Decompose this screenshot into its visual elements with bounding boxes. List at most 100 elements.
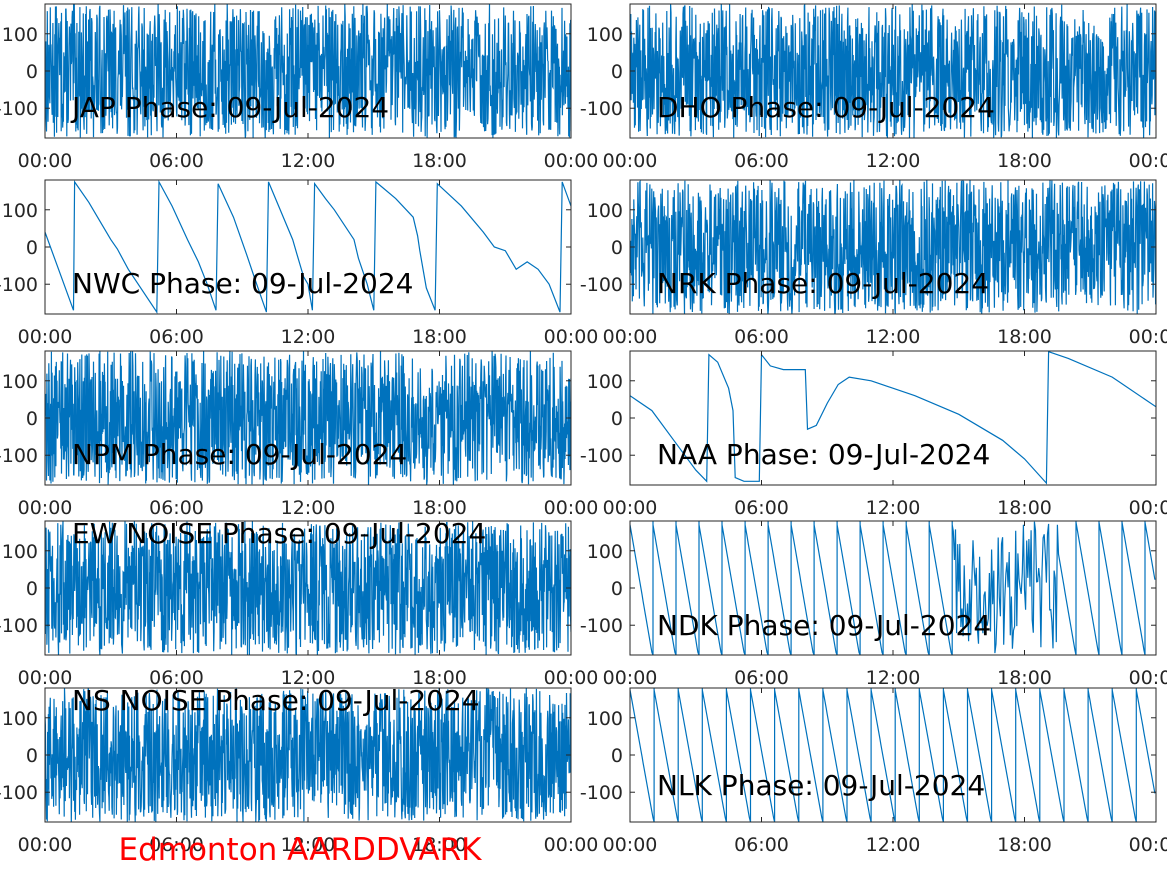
panel-title: EW NOISE Phase: 09-Jul-2024 — [72, 517, 486, 550]
phase-series-line — [630, 4, 1156, 138]
phase-series-line — [45, 4, 571, 138]
y-tick-label: 100 — [587, 371, 623, 393]
x-tick-label: 06:00 — [734, 834, 789, 856]
y-tick-label: -100 — [0, 274, 38, 296]
y-tick-label: 0 — [611, 578, 623, 600]
y-tick-label: 0 — [611, 408, 623, 430]
y-tick-label: -100 — [0, 98, 38, 120]
x-tick-label: 06:00 — [149, 834, 204, 856]
y-tick-label: -100 — [580, 445, 623, 467]
x-tick-label: 00:00 — [544, 150, 599, 172]
x-tick-label: 00:00 — [603, 667, 658, 689]
x-tick-label: 18:00 — [997, 497, 1052, 519]
phase-series-line — [630, 351, 1156, 485]
x-tick-label: 00:00 — [544, 834, 599, 856]
x-tick-label: 00:00 — [18, 150, 73, 172]
y-tick-label: 100 — [2, 708, 38, 730]
y-tick-label: -100 — [580, 274, 623, 296]
y-tick-label: -100 — [0, 615, 38, 637]
x-tick-label: 12:00 — [281, 667, 336, 689]
panel-7: 100 0 -100 00:00 06:00 12:00 18:00 00:00 EW NOIS… — [0, 517, 598, 689]
panel-2: 100 0 -100 00:00 06:00 12:00 18:00 00:00 DHO Pha… — [580, 3, 1167, 172]
footer-station-label: Edmonton AARDDVARK — [118, 832, 482, 868]
x-tick-label: 06:00 — [734, 667, 789, 689]
panel-title: NPM Phase: 09-Jul-2024 — [72, 438, 407, 471]
x-tick-label: 00:00 — [603, 497, 658, 519]
x-tick-label: 18:00 — [412, 834, 467, 856]
panel-5: 100 0 -100 00:00 06:00 12:00 18:00 00:00 NPM Pha… — [0, 350, 599, 519]
phase-series-line — [630, 688, 1156, 822]
phase-series-line — [630, 180, 1156, 314]
panel-1: 100 0 -100 00:00 06:00 12:00 18:00 00:00 JAP Pha… — [0, 3, 599, 172]
x-tick-label: 00:00 — [1129, 150, 1167, 172]
x-tick-label: 18:00 — [997, 326, 1052, 348]
x-tick-label: 00:00 — [18, 667, 73, 689]
x-tick-label: 00:00 — [603, 834, 658, 856]
x-tick-label: 12:00 — [866, 150, 921, 172]
panel-title: NRK Phase: 09-Jul-2024 — [657, 267, 989, 300]
phase-series-line — [45, 180, 571, 314]
panel-9: 100 0 -100 00:00 06:00 12:00 18:00 00:00 NS NOIS… — [0, 684, 598, 856]
x-tick-label: 06:00 — [149, 150, 204, 172]
panel-title: NS NOISE Phase: 09-Jul-2024 — [72, 684, 480, 717]
phase-series-line — [630, 521, 1156, 655]
x-tick-label: 06:00 — [149, 667, 204, 689]
x-tick-label: 12:00 — [281, 326, 336, 348]
panel-title: NLK Phase: 09-Jul-2024 — [657, 769, 985, 802]
y-tick-label: 100 — [587, 200, 623, 222]
panels-group: 100 0 -100 00:00 06:00 12:00 18:00 00:00 JAP Pha… — [0, 3, 1167, 856]
x-tick-label: 12:00 — [281, 497, 336, 519]
y-tick-label: 100 — [2, 24, 38, 46]
x-tick-label: 00:00 — [1129, 667, 1167, 689]
y-tick-label: -100 — [580, 782, 623, 804]
panel-4: 100 0 -100 00:00 06:00 12:00 18:00 00:00 NRK Pha… — [580, 179, 1167, 348]
panel-6: 100 0 -100 00:00 06:00 12:00 18:00 00:00 NAA Pha… — [580, 350, 1167, 519]
x-tick-label: 00:00 — [18, 497, 73, 519]
y-tick-label: -100 — [580, 98, 623, 120]
y-tick-label: -100 — [580, 615, 623, 637]
x-tick-label: 06:00 — [734, 497, 789, 519]
panel-title: NDK Phase: 09-Jul-2024 — [657, 609, 991, 642]
x-tick-label: 18:00 — [997, 667, 1052, 689]
x-tick-label: 18:00 — [997, 834, 1052, 856]
y-tick-label: 100 — [2, 371, 38, 393]
y-tick-label: 0 — [26, 408, 38, 430]
x-tick-label: 12:00 — [866, 497, 921, 519]
panel-8: 100 0 -100 00:00 06:00 12:00 18:00 00:00 NDK Pha… — [580, 520, 1167, 689]
x-tick-label: 12:00 — [866, 834, 921, 856]
y-tick-label: -100 — [0, 782, 38, 804]
y-tick-label: -100 — [0, 445, 38, 467]
phase-series-line — [45, 351, 571, 485]
x-tick-label: 00:00 — [603, 150, 658, 172]
x-tick-label: 18:00 — [412, 497, 467, 519]
x-tick-label: 06:00 — [734, 326, 789, 348]
x-tick-label: 00:00 — [544, 667, 599, 689]
x-tick-label: 00:00 — [18, 326, 73, 348]
x-tick-label: 06:00 — [149, 497, 204, 519]
y-tick-label: 100 — [587, 708, 623, 730]
x-tick-label: 18:00 — [412, 667, 467, 689]
y-tick-label: 100 — [587, 541, 623, 563]
y-tick-label: 0 — [26, 578, 38, 600]
y-tick-label: 0 — [26, 237, 38, 259]
x-tick-label: 00:00 — [1129, 834, 1167, 856]
y-tick-label: 0 — [611, 61, 623, 83]
y-tick-label: 0 — [611, 237, 623, 259]
y-tick-label: 0 — [611, 745, 623, 767]
panel-title: DHO Phase: 09-Jul-2024 — [657, 91, 995, 124]
y-tick-label: 0 — [26, 745, 38, 767]
x-tick-label: 00:00 — [544, 497, 599, 519]
phase-series-line — [45, 688, 571, 822]
x-tick-label: 00:00 — [603, 326, 658, 348]
x-tick-label: 06:00 — [734, 150, 789, 172]
x-tick-label: 06:00 — [149, 326, 204, 348]
panel-title: JAP Phase: 09-Jul-2024 — [70, 91, 389, 124]
x-tick-label: 12:00 — [866, 326, 921, 348]
panel-3: 100 0 -100 00:00 06:00 12:00 18:00 00:00 NWC Pha… — [0, 179, 599, 348]
y-tick-label: 100 — [2, 541, 38, 563]
x-tick-label: 00:00 — [1129, 326, 1167, 348]
x-tick-label: 12:00 — [281, 150, 336, 172]
x-tick-label: 18:00 — [997, 150, 1052, 172]
x-tick-label: 00:00 — [544, 326, 599, 348]
